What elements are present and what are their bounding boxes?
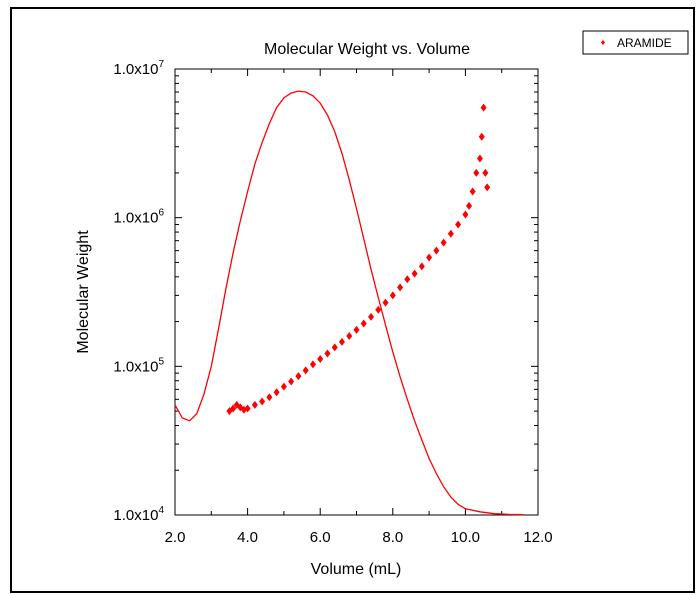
data-point (404, 275, 411, 284)
data-point (482, 168, 489, 177)
x-tick-label: 10.0 (451, 529, 480, 546)
legend: ARAMIDE (582, 30, 689, 55)
data-point (273, 388, 280, 397)
data-point (295, 372, 302, 381)
data-point (353, 325, 360, 334)
data-point (440, 238, 447, 247)
data-point (433, 246, 440, 255)
x-tick-label: 12.0 (523, 529, 552, 546)
data-point (466, 201, 473, 210)
data-point (411, 269, 418, 278)
data-point (382, 298, 389, 307)
data-point (476, 154, 483, 163)
data-point (317, 355, 324, 364)
data-point (462, 210, 469, 219)
data-point (230, 404, 237, 413)
chart-frame (10, 7, 695, 593)
distribution-curve (174, 90, 524, 516)
data-point (375, 305, 382, 314)
x-axis-label: Volume (mL) (311, 561, 402, 578)
data-point (251, 400, 258, 409)
x-tick-label: 2.0 (165, 529, 186, 546)
x-tick-label: 6.0 (310, 529, 331, 546)
data-point (455, 220, 462, 229)
legend-label-aramide: ARAMIDE (617, 36, 672, 50)
data-point (418, 262, 425, 271)
y-axis-label: Molecular Weight (75, 230, 92, 354)
data-point (346, 331, 353, 340)
data-point (360, 319, 367, 328)
series-layer (174, 90, 524, 516)
data-point (397, 283, 404, 292)
data-point (484, 183, 491, 192)
data-point (266, 393, 273, 402)
legend-marker (601, 40, 605, 45)
x-axis: 2.0 4.0 6.0 8.0 10.0 12.0 (165, 69, 553, 546)
y-tick-label: 1.0x105 (113, 356, 164, 375)
y-axis: 1.0x104 1.0x105 1.0x106 1.0x107 (113, 59, 538, 524)
data-point (309, 360, 316, 369)
data-point (338, 337, 345, 346)
data-point (447, 229, 454, 238)
data-point (288, 377, 295, 386)
data-point (302, 366, 309, 375)
x-tick-label: 4.0 (237, 529, 258, 546)
data-point (480, 103, 487, 112)
data-point (331, 343, 338, 352)
legend-box (582, 30, 689, 55)
data-point (469, 187, 476, 196)
x-tick-label: 8.0 (382, 529, 403, 546)
data-point (478, 132, 485, 141)
data-point (426, 253, 433, 262)
data-point (473, 168, 480, 177)
data-point (280, 382, 287, 391)
data-point (324, 349, 331, 358)
data-point (368, 312, 375, 321)
data-point (259, 397, 266, 406)
chart-title: Molecular Weight vs. Volume (264, 41, 470, 58)
y-tick-label: 1.0x106 (113, 208, 164, 227)
y-tick-label: 1.0x107 (113, 59, 164, 78)
data-point (389, 291, 396, 300)
y-tick-label: 1.0x104 (113, 505, 164, 524)
data-point (244, 404, 251, 413)
